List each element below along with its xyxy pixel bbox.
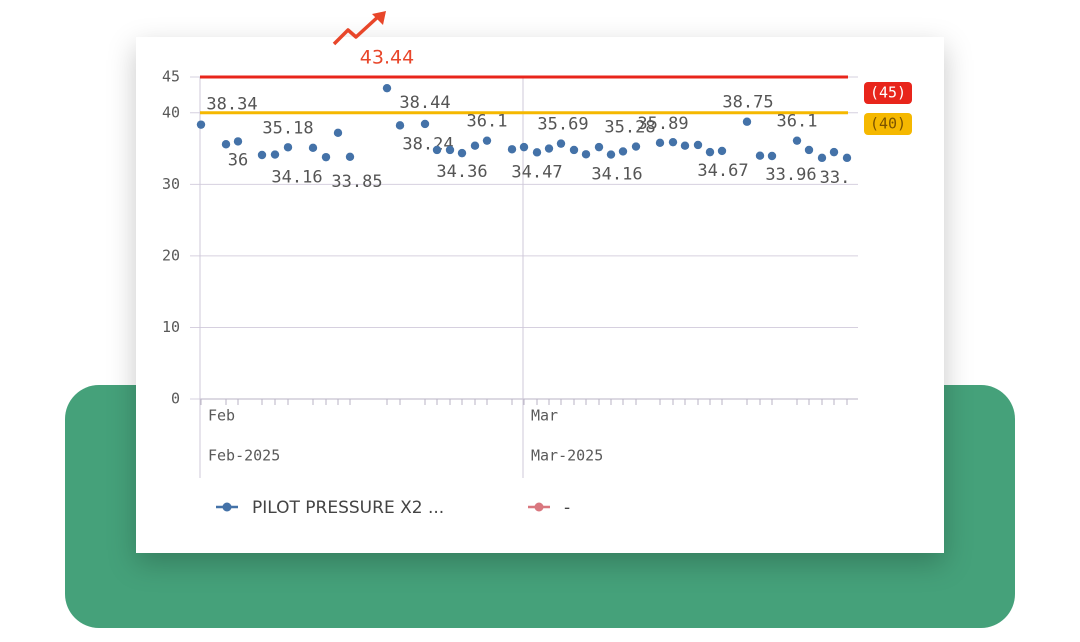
data-label: 38.44 [399, 93, 450, 113]
data-label: 36 [228, 150, 248, 170]
data-point [283, 143, 293, 152]
data-point [767, 151, 777, 161]
data-point [742, 117, 752, 126]
data-point [395, 121, 405, 130]
data-point [569, 145, 579, 155]
data-point [655, 138, 665, 148]
data-point [457, 148, 467, 158]
y-tick-label: 40 [162, 103, 180, 121]
data-point [680, 141, 690, 150]
reference-label: (45) [870, 84, 906, 102]
data-label: 35.18 [262, 118, 313, 138]
data-label: 34.67 [697, 161, 748, 181]
data-point [321, 152, 331, 162]
data-point [196, 120, 206, 129]
data-point [345, 152, 355, 161]
data-point [829, 147, 839, 157]
data-label: 34.16 [271, 168, 322, 188]
data-point [556, 139, 566, 148]
legend-swatch-dot [534, 502, 544, 512]
trend-arrow-head [372, 11, 386, 25]
legend-swatch-dot [222, 502, 232, 512]
data-point [445, 145, 455, 155]
x-group-label: Mar-2025 [531, 447, 603, 465]
legend-label: - [564, 498, 570, 518]
data-point [792, 136, 802, 145]
y-tick-label: 45 [162, 68, 180, 86]
data-point [333, 128, 343, 138]
data-point [432, 145, 442, 155]
data-point [606, 150, 616, 159]
data-point [842, 153, 852, 163]
data-point [755, 151, 765, 160]
data-point [631, 142, 641, 151]
data-point [618, 147, 628, 156]
trend-arrow-line [332, 13, 382, 46]
trend-icon [332, 11, 386, 46]
reference-label: (40) [870, 115, 906, 133]
data-point [519, 142, 529, 152]
data-point [544, 144, 554, 153]
data-point [817, 153, 827, 163]
x-tick-label: Feb [208, 407, 235, 425]
max-value-label: 43.44 [360, 47, 414, 69]
data-point [717, 146, 727, 156]
data-label: 34.47 [511, 162, 562, 182]
data-label: 34.16 [591, 165, 642, 185]
data-label: 34.36 [436, 162, 487, 182]
reference-badge [864, 82, 912, 104]
data-point [233, 137, 243, 146]
data-label: 33. [820, 168, 851, 188]
data-label: 35.89 [637, 114, 688, 134]
data-point [382, 83, 392, 93]
data-point [705, 147, 715, 157]
data-point [308, 143, 318, 153]
data-point [532, 148, 542, 157]
legend-label: PILOT PRESSURE X2 ... [252, 498, 444, 518]
chart-card [136, 37, 944, 553]
data-point [668, 137, 678, 147]
data-label: 36.1 [467, 112, 508, 132]
data-label: 33.96 [765, 165, 816, 185]
x-tick-label: Mar [531, 407, 558, 425]
y-tick-label: 20 [162, 246, 180, 264]
data-point [804, 145, 814, 155]
data-point [270, 150, 280, 159]
data-point [581, 150, 591, 159]
data-point [507, 145, 517, 154]
data-label: 35.69 [537, 115, 588, 135]
data-label: 35.28 [604, 118, 655, 138]
data-point [221, 140, 231, 149]
data-point [420, 119, 430, 129]
data-label: 36.1 [777, 112, 818, 132]
data-label: 38.75 [722, 93, 773, 113]
data-point [470, 141, 480, 150]
data-label: 38.34 [206, 95, 257, 115]
data-point [594, 142, 604, 152]
x-group-label: Feb-2025 [208, 447, 280, 465]
data-label: 38.24 [402, 134, 453, 154]
y-tick-label: 0 [171, 390, 180, 408]
data-point [693, 140, 703, 150]
data-point [482, 136, 492, 145]
y-tick-label: 10 [162, 318, 180, 336]
y-tick-label: 30 [162, 175, 180, 193]
reference-badge [864, 113, 912, 135]
data-point [257, 150, 267, 160]
data-label: 33.85 [331, 172, 382, 192]
